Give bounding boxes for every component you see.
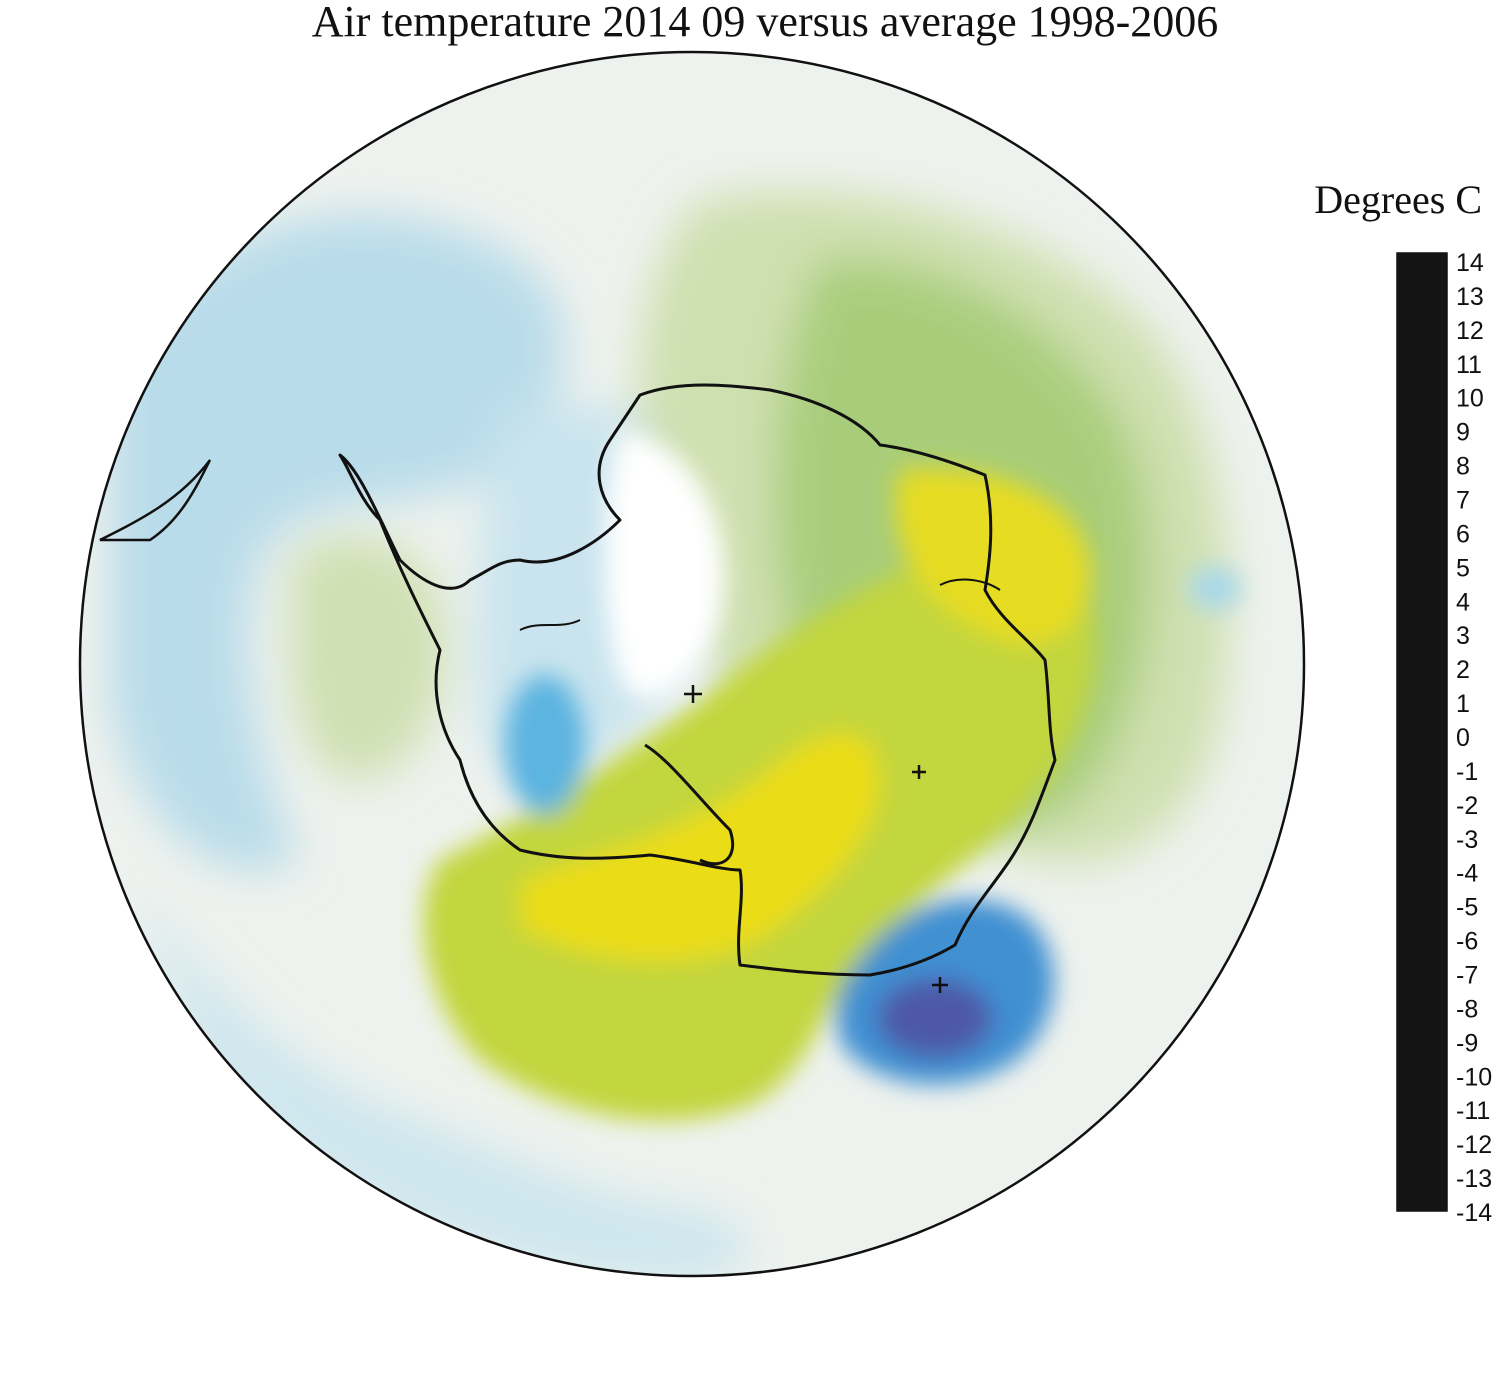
colorbar-gradient xyxy=(1396,252,1448,1212)
colorbar-tick-label: 4 xyxy=(1456,588,1470,616)
colorbar-tick-labels: 14131211109876543210-1-2-3-4-5-6-7-8-9-1… xyxy=(1456,249,1492,1227)
anomaly-region-wilkes-land-core xyxy=(877,978,993,1058)
colorbar-tick-label: 5 xyxy=(1456,554,1470,582)
colorbar-tick-label: 7 xyxy=(1456,487,1470,515)
colorbar-tick-label: -5 xyxy=(1456,894,1478,922)
map-disc-border xyxy=(78,50,1306,1278)
colorbar-tick-label: -13 xyxy=(1456,1165,1492,1193)
colorbar-tick-label: -7 xyxy=(1456,962,1478,990)
dome-c-marker xyxy=(932,977,948,993)
colorbar-tick-label: 6 xyxy=(1456,520,1470,548)
anomaly-region-weddell-blue xyxy=(505,675,585,815)
colorbar-tick-label: -8 xyxy=(1456,995,1478,1023)
anomaly-region-south-pacific-cool xyxy=(130,880,753,1276)
colorbar-tick-label: -9 xyxy=(1456,1029,1478,1057)
colorbar-tick-label: 1 xyxy=(1456,690,1470,718)
indian-ocean-cool-spot xyxy=(1189,566,1241,610)
colorbar-tick-label: 3 xyxy=(1456,622,1470,650)
anomaly-zero-band xyxy=(605,430,725,698)
colorbar-tick-label: -10 xyxy=(1456,1063,1492,1091)
colorbar: 14131211109876543210-1-2-3-4-5-6-7-8-9-1… xyxy=(1396,249,1492,1227)
anomaly-region-east-yellow-core xyxy=(896,468,1092,646)
colorbar-tick-label: 13 xyxy=(1456,283,1484,311)
south-pole-marker xyxy=(684,685,702,703)
chart-title: Air temperature 2014 09 versus average 1… xyxy=(311,0,1219,46)
colorbar-tick-label: 0 xyxy=(1456,724,1470,752)
colorbar-tick-label: 10 xyxy=(1456,385,1484,413)
colorbar-tick-label: 11 xyxy=(1456,351,1482,379)
colorbar-tick-label: -14 xyxy=(1456,1199,1492,1227)
anomaly-region-ross-yellow-core xyxy=(520,732,880,963)
colorbar-tick-label: 2 xyxy=(1456,656,1470,684)
colorbar-tick-label: -2 xyxy=(1456,792,1478,820)
colorbar-unit-label: Degrees C xyxy=(1314,177,1482,222)
colorbar-tick-label: 12 xyxy=(1456,317,1484,345)
colorbar-tick-label: 9 xyxy=(1456,419,1470,447)
colorbar-tick-label: -12 xyxy=(1456,1131,1492,1159)
colorbar-tick-label: -11 xyxy=(1456,1097,1490,1125)
colorbar-tick-label: -3 xyxy=(1456,826,1478,854)
south-america-tip xyxy=(99,459,212,542)
antarctica-coastline xyxy=(338,383,1057,977)
anomaly-region-bellingshausen-warm xyxy=(290,536,447,781)
colorbar-tick-label: 14 xyxy=(1456,249,1484,277)
anomaly-region-drake-passage xyxy=(110,214,565,871)
vostok-marker xyxy=(912,765,926,779)
colorbar-tick-label: -4 xyxy=(1456,860,1478,888)
colorbar-tick-label: 8 xyxy=(1456,453,1470,481)
colorbar-tick-label: -1 xyxy=(1456,758,1478,786)
colorbar-tick-label: -6 xyxy=(1456,928,1478,956)
polar-map-disc xyxy=(80,52,1304,1276)
